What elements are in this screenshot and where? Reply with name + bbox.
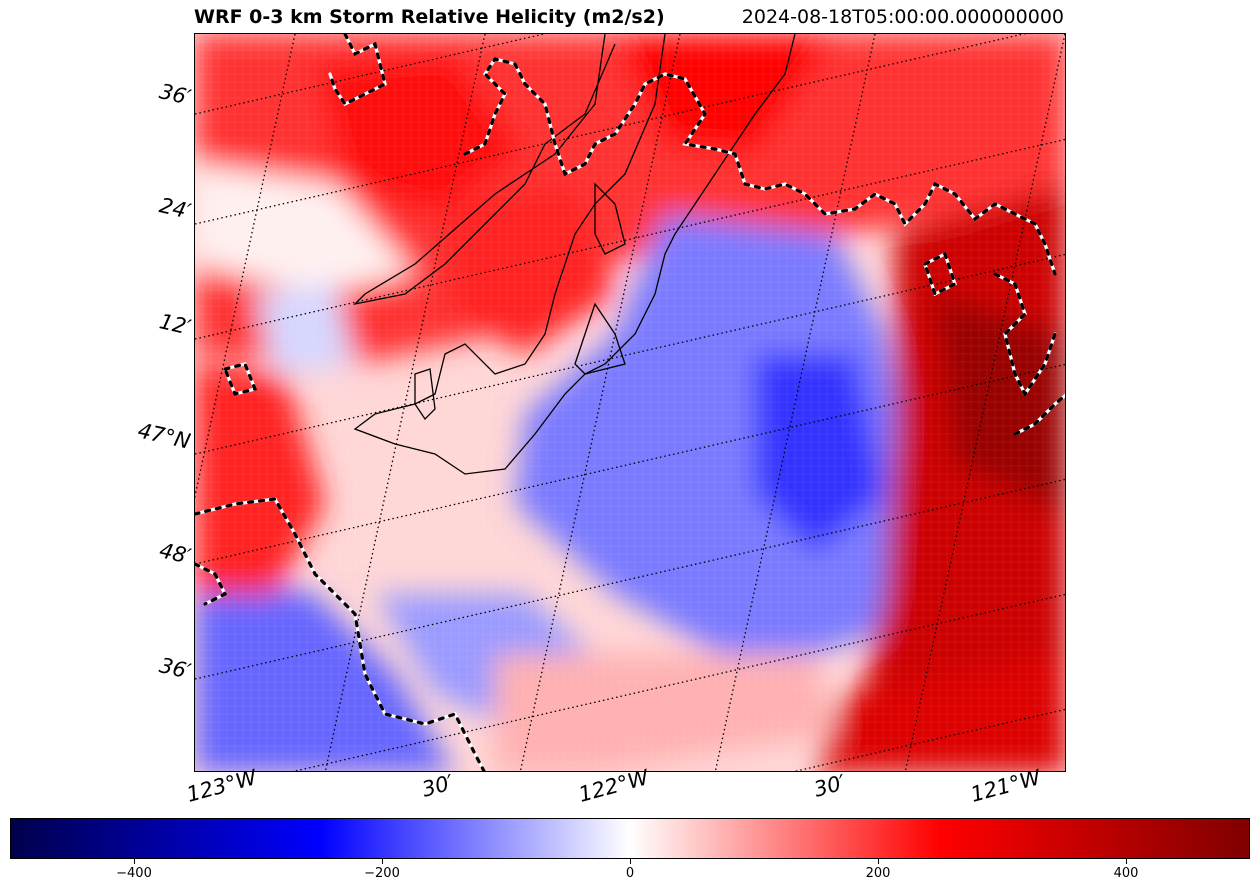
lat-label-12: 12′ — [156, 309, 193, 340]
lat-label-47n: 47°N — [135, 418, 193, 454]
colorbar-label-minus-200: −200 — [364, 866, 400, 881]
valid-time: 2024-08-18T05:00:00.000000000 — [741, 6, 1064, 28]
graticule — [195, 34, 1065, 771]
lon-label-30-east: 30′ — [811, 770, 849, 802]
lat-label-48: 48′ — [156, 538, 193, 569]
colorbar-label-minus-400: −400 — [116, 866, 152, 881]
coastlines — [195, 34, 1065, 771]
colorbar-label-200: 200 — [865, 866, 891, 881]
colorbar-tick — [382, 859, 383, 864]
lon-label-30-west: 30′ — [419, 770, 457, 802]
lat-label-36-south: 36′ — [156, 653, 193, 684]
lat-label-24: 24′ — [156, 193, 193, 224]
colorbar — [10, 818, 1250, 859]
colorbar-label-0: 0 — [625, 866, 635, 881]
colorbar-tick — [878, 859, 879, 864]
helicity-contours — [353, 34, 796, 475]
colorbar-tick — [630, 859, 631, 864]
helicity-field — [195, 34, 1065, 771]
colorbar-tick — [134, 859, 135, 864]
lat-label-36-north: 36′ — [156, 79, 193, 110]
map-panel — [194, 33, 1066, 772]
colorbar-label-400: 400 — [1113, 866, 1139, 881]
colorbar-tick — [1126, 859, 1127, 864]
map-title: WRF 0-3 km Storm Relative Helicity (m2/s… — [194, 6, 665, 28]
